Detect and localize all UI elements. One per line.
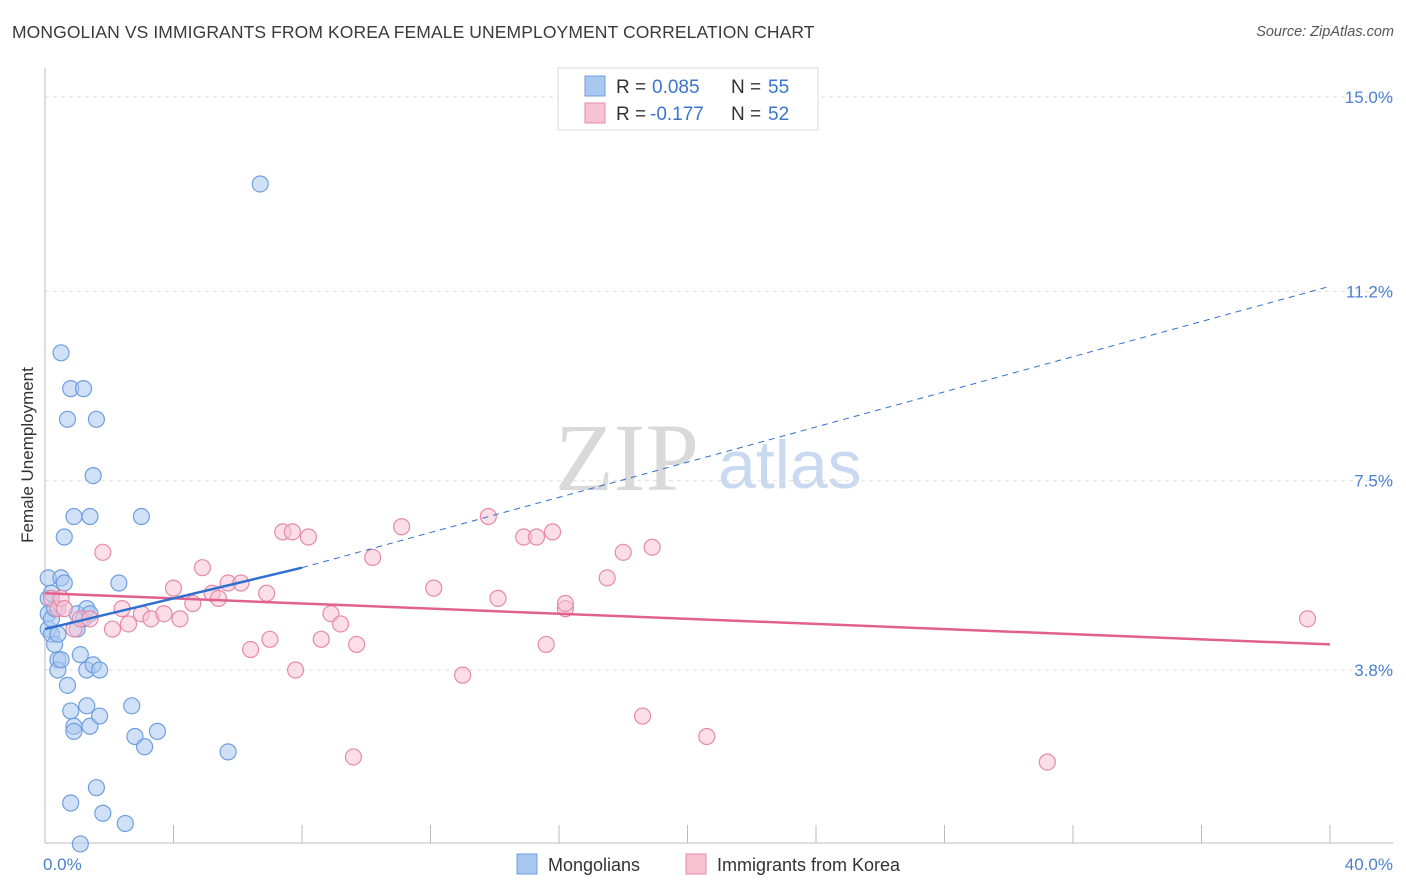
point-korea [698,727,716,746]
point-mongolian [58,410,77,428]
point-korea [331,615,350,633]
point-korea [209,589,228,607]
point-korea [103,620,122,638]
y-tick-label: 3.8% [1354,661,1393,680]
point-korea [537,635,555,654]
point-mongolian [251,175,269,193]
y-tick-label: 15.0% [1345,88,1393,107]
point-korea [55,600,73,618]
point-mongolian [78,697,96,715]
trend-line-mongolians-extrapolated [301,285,1331,569]
point-korea [312,630,330,648]
legend-n-label-pink: N = [731,104,761,125]
bottom-legend: Mongolians Immigrants from Korea [516,853,901,875]
point-korea [479,507,497,526]
point-mongolian [91,707,109,725]
trend-line-korea [44,592,1331,646]
point-mongolian [135,738,154,756]
point-mongolian [52,651,70,669]
y-tick-label: 11.2% [1346,282,1393,301]
point-korea [119,615,138,633]
point-korea [556,594,575,613]
point-korea [299,528,318,546]
y-axis-label: Female Unemployment [18,367,37,543]
point-korea [344,748,362,766]
bottom-legend-label-korea: Immigrants from Korea [717,855,901,875]
legend-r-label-pink: R = [616,104,646,125]
y-tick-label: 7.5% [1354,472,1393,491]
point-mongolian [87,779,106,797]
source-label: Source: ZipAtlas.com [1256,24,1394,40]
trend-line-mongolians [44,566,303,631]
point-mongolian [219,743,237,761]
legend-r-value-blue: 0.085 [652,77,700,98]
legend-n-label-blue: N = [731,77,761,98]
x-tick-label-max: 40.0% [1345,855,1393,874]
point-korea [633,707,652,725]
point-korea [171,610,189,628]
point-mongolian [65,507,83,526]
watermark-atlas: atlas [718,427,862,503]
legend-r-value-pink: -0.177 [650,104,704,125]
point-mongolian [84,466,102,485]
point-korea [527,528,546,546]
chart-title: MONGOLIAN VS IMMIGRANTS FROM KOREA FEMAL… [12,22,815,42]
point-mongolian [55,528,73,546]
point-mongolian [62,794,80,812]
point-mongolian [148,722,167,740]
point-korea [348,635,366,654]
legend-box: R = 0.085 N = 55 R = -0.177 N = 52 [557,67,819,131]
point-korea [164,579,183,597]
legend-swatch-pink [584,102,606,124]
point-korea [94,543,112,561]
point-mongolian [81,507,99,526]
point-korea [489,589,507,607]
point-korea [454,666,472,684]
point-korea [543,523,562,541]
point-korea [392,518,411,536]
point-korea [155,605,173,623]
x-tick-label-min: 0.0% [43,855,82,874]
bottom-legend-label-mongolians: Mongolians [548,855,640,875]
point-mongolian [110,574,128,592]
point-korea [1038,753,1056,771]
point-mongolian [116,814,134,833]
bottom-legend-swatch-pink [685,853,707,875]
legend-n-value-blue: 55 [768,77,789,98]
point-mongolian [91,661,109,679]
point-mongolian [65,722,83,740]
point-korea [614,543,632,561]
point-mongolian [132,507,150,526]
legend-r-label-blue: R = [616,77,646,98]
watermark-zip: ZIP [555,404,699,511]
point-korea [1298,610,1317,628]
point-mongolian [62,702,80,720]
point-mongolian [71,646,89,664]
legend-swatch-blue [584,75,606,97]
point-korea [598,569,616,587]
point-mongolian [58,676,77,694]
point-korea [425,579,443,597]
point-mongolian [74,380,93,398]
point-mongolian [71,835,89,853]
bottom-legend-swatch-blue [516,853,538,875]
point-korea [193,559,212,577]
point-korea [261,630,279,648]
point-korea [364,548,382,567]
point-korea [258,584,276,602]
point-mongolian [55,574,73,592]
point-mongolian [52,344,70,362]
point-korea [643,538,661,556]
point-mongolian [94,804,112,822]
point-mongolian [87,410,106,428]
point-korea [283,523,301,541]
point-korea [242,640,260,659]
legend-n-value-pink: 52 [768,104,789,125]
point-korea [286,661,305,679]
point-mongolian [123,697,141,715]
